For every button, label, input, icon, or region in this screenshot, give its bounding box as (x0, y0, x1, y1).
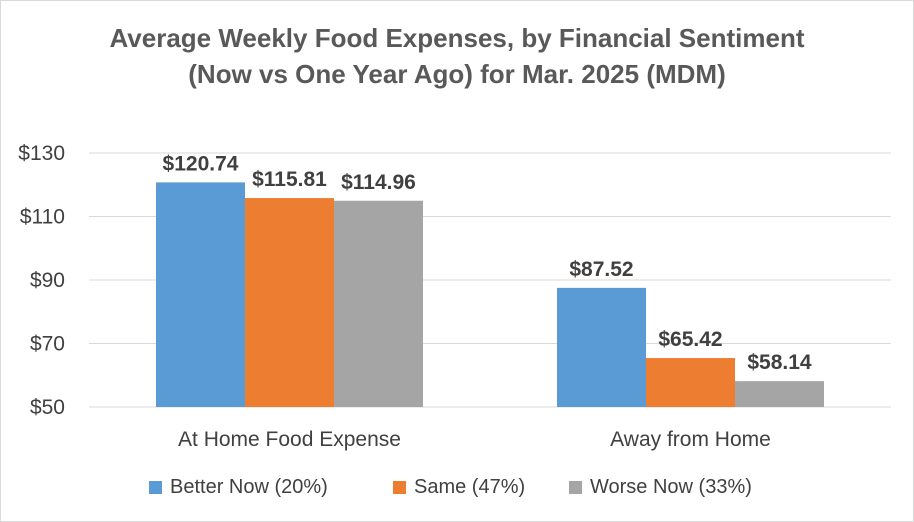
bar-chart-plot: $50 $70 $90 $110 $130 $120.74 $115.81 $114.96 At… (18, 142, 891, 451)
chart-title-line-1: Average Weekly Food Expenses, by Financi… (109, 23, 805, 53)
bar (245, 198, 334, 407)
data-label: $120.74 (163, 152, 239, 175)
y-tick-label: $90 (30, 269, 65, 292)
bar (557, 287, 646, 407)
legend-label-better-now: Better Now (20%) (170, 476, 328, 498)
chart-title-line-2: (Now vs One Year Ago) for Mar. 2025 (MDM… (188, 59, 726, 89)
x-category-label: Away from Home (610, 428, 771, 451)
data-label: $58.14 (747, 351, 812, 374)
y-tick-label: $70 (30, 333, 65, 356)
bar (156, 182, 245, 407)
legend-swatch-better-now (149, 481, 162, 494)
bar (646, 358, 735, 407)
legend-label-worse-now: Worse Now (33%) (590, 476, 752, 498)
y-tick-label: $110 (20, 206, 65, 229)
bar (735, 381, 824, 407)
legend-item-better-now: Better Now (20%) (149, 476, 328, 499)
data-label: $114.96 (341, 171, 416, 194)
y-tick-label: $50 (30, 396, 65, 419)
legend-item-worse-now: Worse Now (33%) (569, 476, 752, 499)
data-label: $65.42 (658, 328, 722, 351)
data-label: $115.81 (252, 168, 327, 191)
legend-swatch-same (393, 481, 406, 494)
y-tick-label: $130 (18, 142, 65, 165)
data-label: $87.52 (569, 258, 633, 281)
legend-swatch-worse-now (569, 481, 582, 494)
legend-label-same: Same (47%) (414, 476, 526, 498)
x-category-label: At Home Food Expense (178, 428, 401, 451)
chart-legend: Better Now (20%) Same (47%) Worse Now (3… (1, 476, 913, 506)
bar (334, 200, 423, 407)
legend-item-same: Same (47%) (393, 476, 525, 499)
